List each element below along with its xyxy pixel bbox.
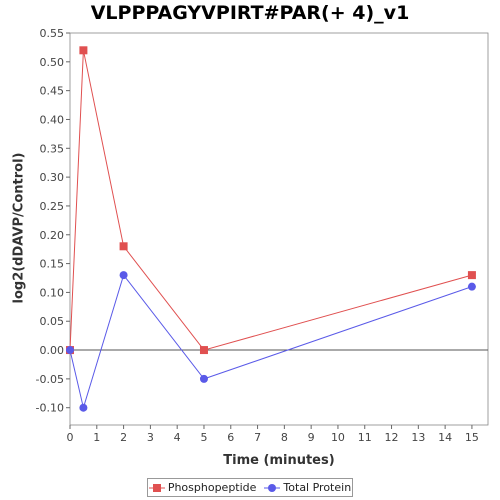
legend-item-1: Total Protein [264, 481, 351, 494]
x-tick-label-1: 1 [93, 431, 100, 444]
series-0-point-3 [199, 346, 208, 355]
x-axis-label: Time (minutes) [223, 453, 335, 468]
legend-swatch-marker-1 [268, 483, 277, 492]
x-tick-label-5: 5 [200, 431, 207, 444]
y-tick-label-3: 0.05 [40, 315, 65, 328]
x-tick-label-4: 4 [174, 431, 181, 444]
y-tick-label-13: 0.55 [40, 27, 65, 40]
x-tick-label-14: 14 [438, 431, 452, 444]
series-0-point-1 [79, 46, 88, 55]
x-tick-label-10: 10 [331, 431, 345, 444]
x-tick-label-3: 3 [147, 431, 154, 444]
series-0-point-4 [467, 271, 476, 280]
x-tick-label-8: 8 [281, 431, 288, 444]
series-0-point-2 [119, 242, 128, 251]
y-tick-label-10: 0.40 [40, 113, 65, 126]
series-1-point-3 [199, 374, 208, 383]
legend-label-1: Total Protein [283, 481, 352, 494]
y-tick-label-4: 0.10 [40, 286, 65, 299]
x-tick-label-12: 12 [385, 431, 399, 444]
legend-swatch-0 [148, 483, 165, 492]
series-1-point-4 [467, 282, 476, 291]
y-tick-label-1: -0.05 [36, 373, 64, 386]
legend-label-0: Phosphopeptide [167, 481, 257, 494]
y-tick-label-0: -0.10 [36, 402, 64, 415]
series-lines [69, 50, 473, 410]
y-tick-label-6: 0.20 [40, 229, 65, 242]
series-markers [66, 46, 476, 412]
axes: -0.10 -0.05 0.00 0.05 0.10 0.15 0.20 0.25 0.30 0.… [36, 27, 489, 444]
x-tick-label-6: 6 [227, 431, 234, 444]
legend-swatch-marker-0 [152, 483, 161, 492]
x-tick-label-11: 11 [358, 431, 372, 444]
series-1-point-0 [66, 346, 74, 355]
x-tick-label-2: 2 [120, 431, 127, 444]
x-tick-label-13: 13 [411, 431, 425, 444]
y-tick-label-8: 0.30 [40, 171, 65, 184]
legend: Phosphopeptide Total Protein [147, 478, 353, 497]
x-tick-label-15: 15 [465, 431, 479, 444]
y-tick-label-9: 0.35 [40, 142, 65, 155]
y-tick-label-11: 0.45 [40, 85, 65, 98]
y-tick-label-5: 0.15 [40, 258, 65, 271]
series-1-point-2 [119, 271, 128, 280]
series-line-0 [69, 50, 473, 351]
series-line-1 [69, 274, 473, 410]
series-1-point-1 [79, 403, 88, 412]
y-tick-label-7: 0.25 [40, 200, 65, 213]
x-tick-label-7: 7 [254, 431, 261, 444]
legend-swatch-1 [264, 483, 281, 492]
x-tick-label-9: 9 [308, 431, 315, 444]
legend-item-0: Phosphopeptide [148, 481, 257, 494]
chart-title: VLPPPAGYVPIRT#PAR(+ 4)_v1 [90, 2, 410, 24]
plot-border [69, 32, 489, 426]
x-tick-label-0: 0 [67, 431, 74, 444]
y-tick-label-12: 0.50 [40, 56, 65, 69]
y-tick-label-2: 0.00 [40, 344, 65, 357]
